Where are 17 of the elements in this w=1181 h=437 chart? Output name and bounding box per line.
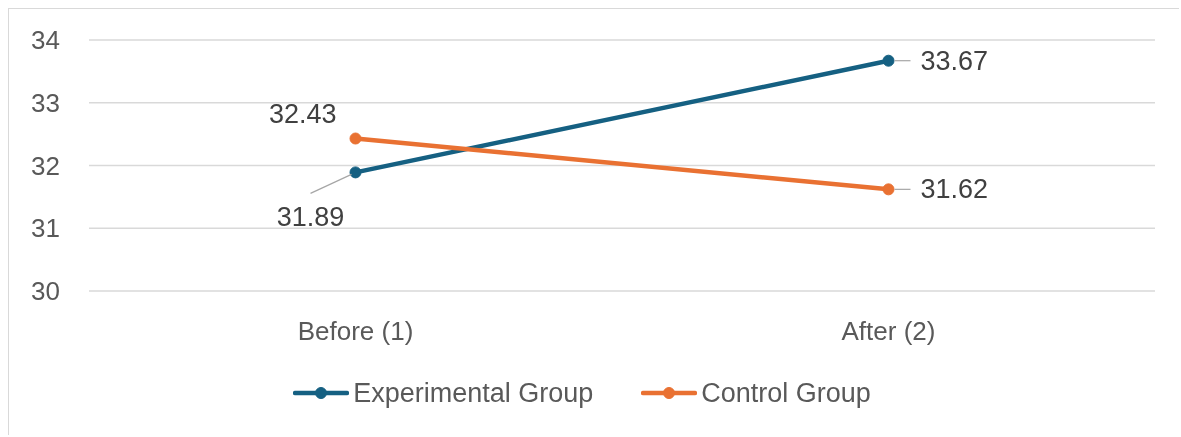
data-label: 31.89 — [276, 202, 345, 233]
legend-label: Control Group — [701, 377, 871, 409]
point — [882, 183, 895, 196]
y-tick-label: 34 — [31, 25, 60, 56]
data-label: 31.62 — [920, 174, 989, 205]
y-tick-label: 32 — [31, 150, 60, 181]
point — [882, 54, 895, 67]
y-tick-label: 31 — [31, 213, 60, 244]
x-tick-label: After (2) — [841, 316, 936, 347]
point — [349, 166, 362, 179]
data-label: 33.67 — [920, 45, 989, 76]
legend-label: Experimental Group — [353, 377, 594, 409]
y-tick-label: 30 — [31, 276, 60, 307]
data-label: 32.43 — [268, 98, 337, 129]
point — [349, 132, 362, 145]
x-tick-label: Before (1) — [297, 316, 414, 347]
y-tick-label: 33 — [31, 87, 60, 118]
